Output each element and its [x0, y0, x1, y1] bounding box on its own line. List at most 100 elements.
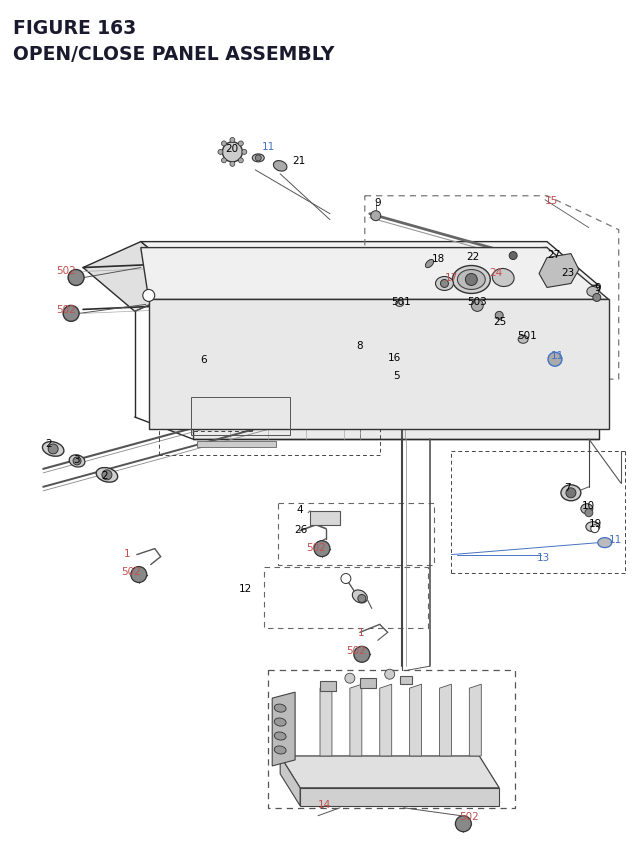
Text: 27: 27	[547, 250, 560, 259]
Polygon shape	[300, 788, 499, 806]
Text: 502: 502	[306, 542, 326, 552]
Circle shape	[591, 525, 599, 533]
Circle shape	[440, 280, 449, 288]
Text: 19: 19	[589, 518, 602, 528]
Ellipse shape	[396, 301, 404, 307]
Ellipse shape	[275, 718, 286, 727]
Circle shape	[509, 252, 517, 260]
Text: 1: 1	[358, 628, 364, 638]
Polygon shape	[380, 684, 392, 756]
Ellipse shape	[230, 139, 235, 143]
Circle shape	[143, 290, 155, 302]
Ellipse shape	[435, 277, 453, 291]
Text: 8: 8	[356, 341, 362, 351]
Ellipse shape	[242, 150, 247, 155]
Text: 11: 11	[551, 350, 564, 361]
Text: 2: 2	[101, 470, 108, 480]
Polygon shape	[83, 242, 193, 312]
Ellipse shape	[587, 287, 599, 297]
Text: 5: 5	[394, 371, 400, 381]
Text: 20: 20	[225, 144, 238, 154]
Ellipse shape	[458, 270, 485, 290]
Text: 13: 13	[537, 552, 550, 562]
Text: 4: 4	[296, 505, 303, 514]
Bar	[310, 511, 340, 525]
Text: 502: 502	[346, 646, 365, 655]
Polygon shape	[280, 756, 499, 788]
Ellipse shape	[452, 266, 490, 294]
Text: 502: 502	[56, 305, 76, 315]
Polygon shape	[272, 692, 295, 766]
Text: 9: 9	[375, 197, 381, 208]
Text: 24: 24	[489, 267, 502, 277]
Ellipse shape	[69, 455, 85, 468]
Ellipse shape	[252, 155, 264, 163]
Circle shape	[456, 816, 471, 832]
Text: 21: 21	[292, 156, 305, 165]
Polygon shape	[440, 684, 451, 756]
Circle shape	[341, 574, 351, 584]
Circle shape	[48, 444, 58, 455]
Polygon shape	[141, 242, 599, 286]
Text: 502: 502	[460, 811, 479, 821]
Text: 10: 10	[582, 500, 595, 511]
Circle shape	[255, 156, 261, 162]
Ellipse shape	[96, 468, 118, 483]
Polygon shape	[469, 684, 481, 756]
Text: FIGURE 163: FIGURE 163	[13, 19, 136, 38]
Circle shape	[63, 306, 79, 322]
Polygon shape	[539, 254, 579, 288]
Ellipse shape	[221, 158, 227, 164]
Ellipse shape	[273, 161, 287, 172]
Ellipse shape	[218, 150, 223, 155]
Polygon shape	[350, 684, 362, 756]
Ellipse shape	[275, 746, 286, 754]
Ellipse shape	[275, 732, 286, 740]
Ellipse shape	[221, 142, 227, 146]
Text: 23: 23	[561, 267, 574, 277]
Polygon shape	[141, 248, 609, 300]
Ellipse shape	[492, 269, 514, 288]
Polygon shape	[280, 756, 300, 806]
Ellipse shape	[581, 505, 593, 514]
Text: 2: 2	[45, 438, 52, 449]
Bar	[320, 681, 336, 691]
Text: 6: 6	[200, 355, 207, 365]
Bar	[264, 567, 428, 629]
Text: 12: 12	[238, 584, 252, 594]
Text: 16: 16	[388, 353, 401, 362]
Text: 17: 17	[444, 273, 458, 283]
Circle shape	[548, 353, 562, 367]
Ellipse shape	[238, 158, 243, 164]
Circle shape	[358, 595, 366, 603]
Circle shape	[345, 673, 355, 684]
Text: 22: 22	[467, 251, 479, 261]
Circle shape	[371, 212, 381, 221]
Polygon shape	[410, 684, 422, 756]
Text: 501: 501	[392, 297, 412, 307]
Circle shape	[471, 300, 483, 312]
Bar	[278, 503, 433, 565]
Circle shape	[385, 670, 395, 679]
Ellipse shape	[561, 486, 581, 501]
Circle shape	[102, 470, 112, 480]
Circle shape	[495, 312, 503, 320]
Text: 18: 18	[431, 253, 445, 263]
Bar	[360, 678, 376, 688]
Ellipse shape	[518, 336, 528, 344]
Circle shape	[68, 270, 84, 286]
Ellipse shape	[586, 522, 600, 532]
Polygon shape	[148, 300, 609, 430]
Text: 11: 11	[262, 142, 275, 152]
Text: 501: 501	[517, 331, 537, 341]
Circle shape	[566, 488, 576, 499]
Ellipse shape	[223, 143, 243, 163]
Circle shape	[593, 294, 601, 302]
Ellipse shape	[42, 442, 64, 456]
Ellipse shape	[598, 538, 612, 548]
Ellipse shape	[426, 260, 434, 269]
Text: 14: 14	[318, 799, 332, 808]
Text: OPEN/CLOSE PANEL ASSEMBLY: OPEN/CLOSE PANEL ASSEMBLY	[13, 45, 335, 65]
Bar	[191, 398, 290, 436]
Text: 11: 11	[609, 534, 622, 544]
